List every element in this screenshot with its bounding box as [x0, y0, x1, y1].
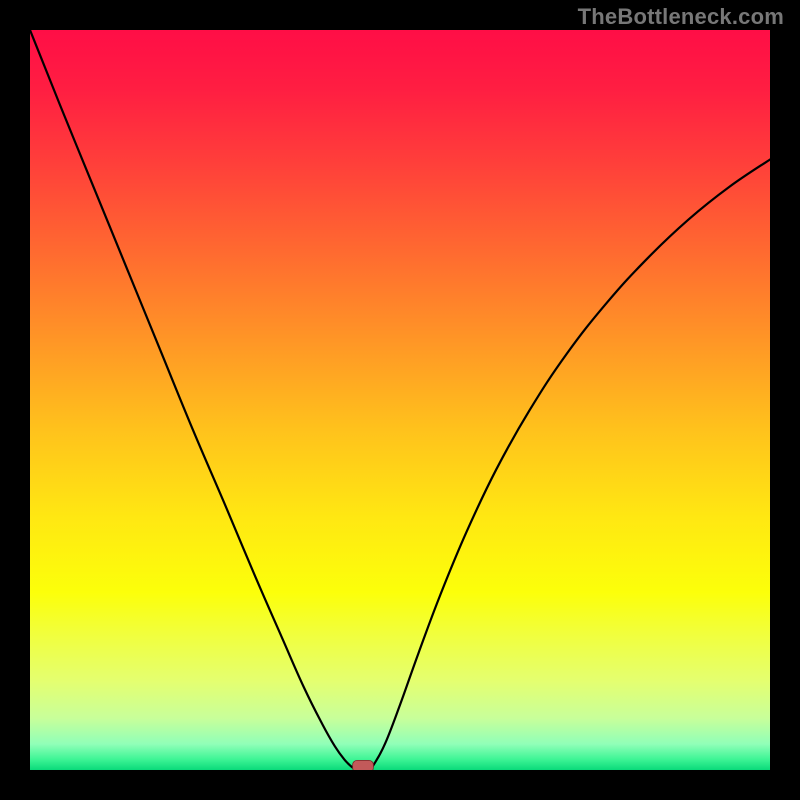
watermark-text: TheBottleneck.com: [578, 4, 784, 30]
chart-frame: TheBottleneck.com: [0, 0, 800, 800]
chart-svg: [30, 30, 770, 770]
gradient-background: [30, 30, 770, 770]
plot-area: [30, 30, 770, 770]
optimum-marker: [353, 760, 374, 770]
